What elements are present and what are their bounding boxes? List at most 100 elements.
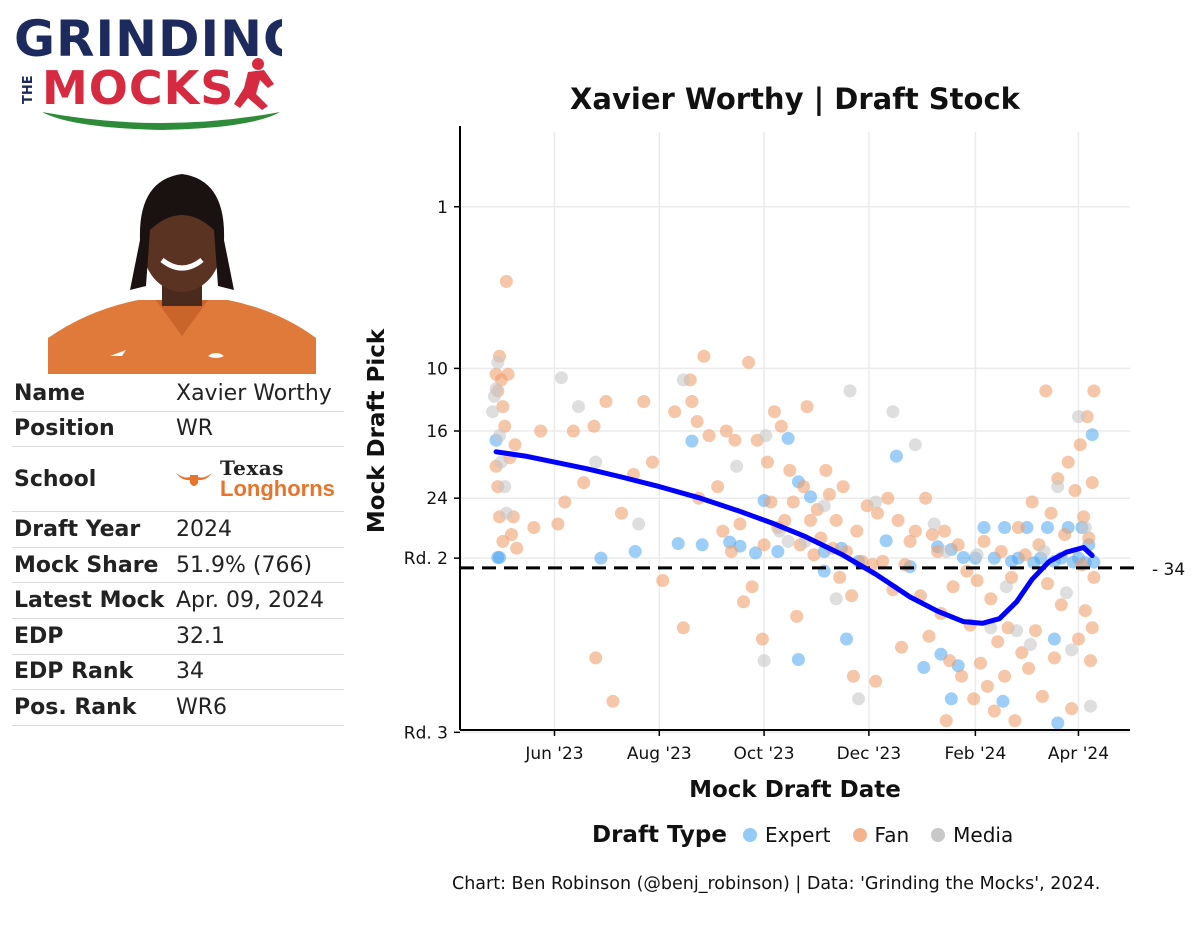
data-point-fan: [790, 609, 804, 623]
data-point-fan: [1085, 621, 1099, 635]
data-point-fan: [987, 704, 1001, 718]
data-point-fan: [943, 654, 957, 668]
data-point-fan: [508, 438, 522, 452]
legend-title: Draft Type: [592, 822, 727, 848]
legend-label-media: Media: [953, 823, 1014, 847]
info-row-latest-mock: Latest Mock Apr. 09, 2024: [12, 582, 344, 619]
data-point-media: [1023, 638, 1037, 651]
data-point-expert: [996, 694, 1010, 708]
data-point-fan: [869, 674, 883, 688]
data-point-media: [886, 405, 900, 419]
data-point-fan: [850, 524, 864, 538]
data-point-fan: [733, 517, 747, 531]
data-point-fan: [599, 395, 613, 408]
data-point-expert: [685, 434, 699, 448]
info-key: Draft Year: [12, 511, 174, 548]
data-point-expert: [1087, 555, 1101, 569]
logo-field-swoosh: [42, 112, 280, 130]
data-point-fan: [1065, 702, 1079, 716]
chart-title: Xavier Worthy | Draft Stock: [570, 82, 1020, 116]
data-point-media: [486, 405, 500, 419]
y-tick-label: 1: [437, 198, 448, 218]
info-key: Latest Mock: [12, 582, 174, 619]
info-value: Texas Longhorns: [174, 446, 344, 513]
x-axis-title: Mock Draft Date: [689, 777, 901, 803]
data-point-media: [1037, 545, 1051, 558]
y-axis-title: Mock Draft Pick: [364, 328, 390, 533]
school-wordmark: Texas Longhorns: [220, 458, 344, 500]
data-point-media: [759, 429, 773, 443]
data-point-fan: [974, 656, 987, 670]
chart-legend: Draft Type Expert Fan Media: [592, 822, 1027, 848]
data-point-expert: [804, 490, 817, 504]
legend-label-expert: Expert: [764, 823, 831, 847]
x-tick-label: Oct '23: [734, 744, 795, 764]
info-value: 2024: [174, 511, 344, 548]
data-point-fan: [577, 476, 591, 490]
data-point-fan: [1008, 714, 1022, 728]
legend-item-media: Media: [931, 823, 1013, 847]
data-point-fan: [804, 513, 817, 527]
data-point-fan: [1085, 476, 1099, 490]
data-point-fan: [922, 629, 936, 643]
data-point-fan: [876, 554, 890, 568]
data-point-expert: [594, 551, 608, 565]
data-point-fan: [1084, 654, 1097, 668]
data-point-fan: [1078, 604, 1092, 618]
data-point-media: [999, 580, 1013, 594]
data-point-fan: [551, 517, 565, 531]
data-point-fan: [1025, 495, 1039, 509]
info-key: EDP: [12, 618, 174, 655]
data-point-fan: [833, 570, 847, 584]
data-point-expert: [956, 551, 970, 564]
data-point-fan: [1044, 506, 1058, 520]
school-wordmark-line2: Longhorns: [220, 476, 335, 501]
data-point-fan: [501, 367, 515, 381]
data-point-expert: [791, 653, 805, 666]
info-value: 51.9% (766): [174, 547, 344, 584]
data-point-fan: [668, 405, 682, 419]
info-key: School: [12, 446, 174, 513]
data-point-expert: [889, 449, 903, 463]
data-point-media: [970, 548, 984, 562]
data-point-fan: [606, 694, 620, 708]
data-point-expert: [781, 431, 795, 445]
data-point-fan: [496, 400, 510, 414]
info-key: EDP Rank: [12, 654, 174, 691]
data-point-media: [1051, 480, 1065, 494]
data-point-media: [572, 400, 585, 414]
data-point-fan: [566, 424, 580, 438]
data-point-expert: [1047, 632, 1061, 646]
info-value: WR6: [174, 689, 344, 726]
x-tick-label: Jun '23: [524, 744, 583, 764]
data-point-fan: [836, 480, 850, 494]
data-point-fan: [970, 574, 984, 587]
info-value: Apr. 09, 2024: [174, 582, 344, 619]
grinding-the-mocks-logo: GRINDING THE MOCKS: [14, 10, 282, 130]
legend-swatch-media: [931, 828, 946, 842]
data-point-expert: [1085, 428, 1099, 442]
data-point-fan: [728, 433, 742, 447]
school-wordmark-line1: Texas: [220, 458, 284, 481]
data-point-fan: [845, 589, 859, 603]
data-point-fan: [755, 632, 769, 646]
data-point-fan: [645, 455, 659, 469]
data-point-media: [494, 455, 508, 469]
data-point-fan: [1073, 438, 1087, 452]
data-point-media: [489, 382, 503, 396]
info-value: 34: [174, 654, 344, 691]
logo-line-1: GRINDING: [14, 10, 282, 68]
data-point-fan: [711, 480, 725, 494]
chart-caption: Chart: Ben Robinson (@benj_robinson) | D…: [452, 874, 1101, 894]
data-point-expert: [998, 521, 1012, 534]
data-point-fan: [994, 545, 1008, 558]
info-key: Name: [12, 376, 174, 412]
data-point-fan: [637, 395, 651, 408]
data-point-media: [781, 534, 795, 548]
data-point-fan: [499, 275, 513, 288]
data-point-fan: [946, 580, 960, 594]
data-point-media: [1078, 521, 1092, 534]
data-point-expert: [840, 632, 853, 646]
data-point-fan: [846, 669, 860, 683]
draft-stock-chart: - 34 Jun '23 Aug '23 Oct '23 Dec '23 Feb '24 A…: [364, 126, 1185, 803]
